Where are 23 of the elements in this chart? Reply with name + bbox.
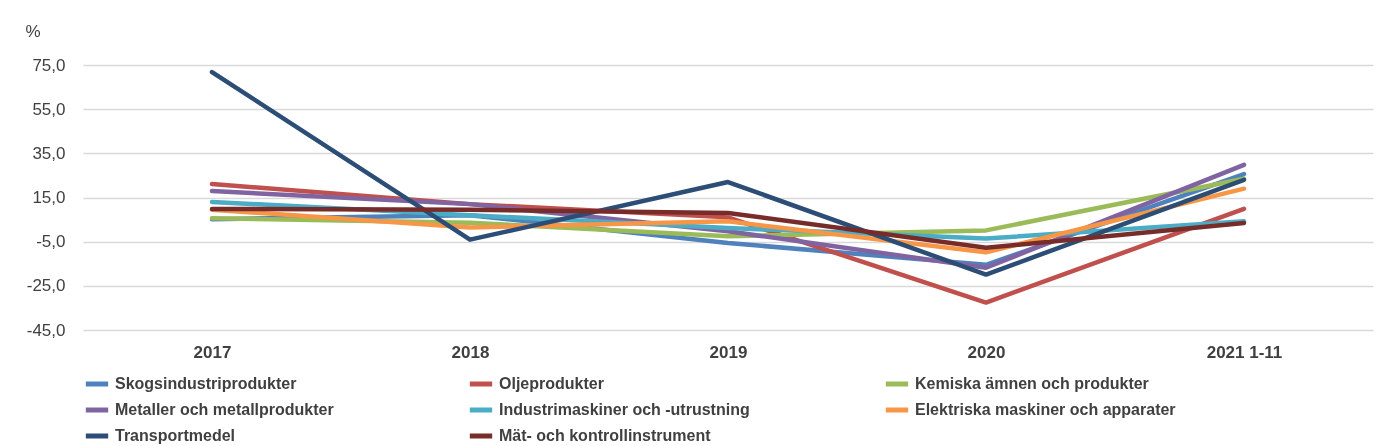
legend-label: Kemiska ämnen och produkter bbox=[915, 375, 1149, 392]
line-series bbox=[209, 206, 1247, 251]
y-tick-label: 55,0 bbox=[32, 99, 66, 119]
y-tick-label: -5,0 bbox=[36, 232, 66, 252]
line-series bbox=[209, 69, 1247, 277]
legend-label: Skogsindustriprodukter bbox=[115, 375, 297, 392]
legend-label: Industrimaskiner och -utrustning bbox=[499, 401, 750, 418]
x-tick-label: 2018 bbox=[451, 342, 490, 362]
legend-label: Metaller och metallprodukter bbox=[115, 401, 334, 418]
x-tick-label: 2020 bbox=[967, 342, 1006, 362]
legend-label: Elektriska maskiner och apparater bbox=[915, 401, 1176, 418]
y-tick-label: 15,0 bbox=[32, 188, 66, 207]
legend-label: Oljeprodukter bbox=[499, 375, 604, 392]
x-tick-label: 2019 bbox=[709, 342, 748, 362]
legend-label: Mät- och kontrollinstrument bbox=[499, 427, 712, 444]
y-axis-title: % bbox=[25, 21, 41, 41]
x-tick-label: 2021 1-11 bbox=[1206, 342, 1283, 362]
y-tick-label: 35,0 bbox=[32, 143, 66, 163]
legend-label: Transportmedel bbox=[115, 427, 236, 444]
y-tick-label: -25,0 bbox=[26, 276, 66, 296]
y-tick-label: 75,0 bbox=[32, 55, 66, 75]
x-tick-label: 2017 bbox=[193, 342, 232, 362]
y-tick-label: -45,0 bbox=[26, 320, 66, 340]
